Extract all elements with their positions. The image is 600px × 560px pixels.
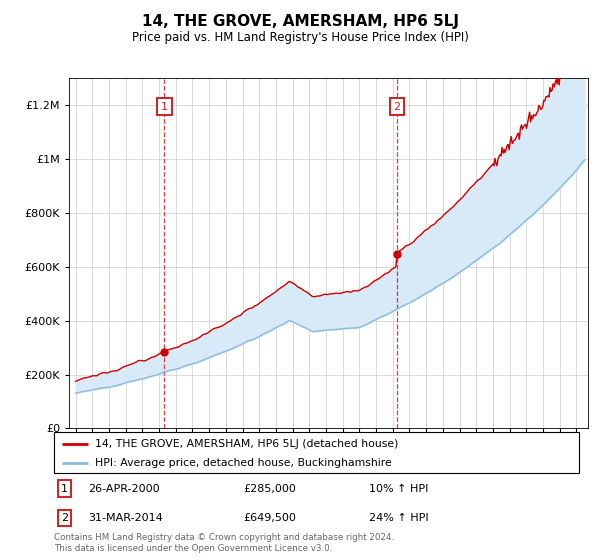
Text: 24% ↑ HPI: 24% ↑ HPI — [369, 513, 428, 522]
Text: HPI: Average price, detached house, Buckinghamshire: HPI: Average price, detached house, Buck… — [95, 458, 392, 468]
Text: Price paid vs. HM Land Registry's House Price Index (HPI): Price paid vs. HM Land Registry's House … — [131, 31, 469, 44]
Text: 2: 2 — [61, 513, 68, 522]
Text: 10% ↑ HPI: 10% ↑ HPI — [369, 484, 428, 493]
Text: 1: 1 — [161, 102, 168, 111]
Text: 14, THE GROVE, AMERSHAM, HP6 5LJ (detached house): 14, THE GROVE, AMERSHAM, HP6 5LJ (detach… — [95, 439, 398, 449]
Text: £285,000: £285,000 — [243, 484, 296, 493]
Text: 14, THE GROVE, AMERSHAM, HP6 5LJ: 14, THE GROVE, AMERSHAM, HP6 5LJ — [142, 14, 458, 29]
Text: 31-MAR-2014: 31-MAR-2014 — [88, 513, 163, 522]
Text: 2: 2 — [394, 102, 400, 111]
Text: 26-APR-2000: 26-APR-2000 — [88, 484, 160, 493]
Text: 1: 1 — [61, 484, 68, 493]
Text: Contains HM Land Registry data © Crown copyright and database right 2024.
This d: Contains HM Land Registry data © Crown c… — [54, 533, 394, 553]
Text: £649,500: £649,500 — [243, 513, 296, 522]
